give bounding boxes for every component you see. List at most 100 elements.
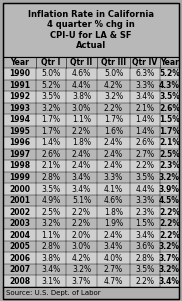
Text: 3.5%: 3.5%	[135, 265, 155, 274]
Text: 1998: 1998	[9, 161, 30, 170]
Text: 3.4%: 3.4%	[41, 265, 61, 274]
Bar	[3, 149, 179, 160]
Text: 2.2%: 2.2%	[72, 208, 91, 217]
Text: Year: Year	[10, 58, 29, 67]
Text: 2.4%: 2.4%	[104, 150, 123, 159]
Text: 1991: 1991	[9, 81, 30, 90]
Text: 4.9%: 4.9%	[41, 196, 61, 205]
Text: 1.4%: 1.4%	[135, 127, 155, 136]
Text: 4.4%: 4.4%	[135, 185, 155, 194]
Text: Inflation Rate in California
4 quarter % chg in
CPI-U for LA & SF
Actual: Inflation Rate in California 4 quarter %…	[28, 10, 154, 50]
Text: 2.2%: 2.2%	[136, 161, 155, 170]
Text: 3.6%: 3.6%	[135, 242, 155, 251]
Text: 2.1%: 2.1%	[159, 138, 180, 147]
Text: 2003: 2003	[9, 219, 30, 228]
Bar	[3, 79, 179, 91]
Text: 6.3%: 6.3%	[135, 69, 155, 78]
Text: 2.2%: 2.2%	[72, 219, 91, 228]
Text: 3.3%: 3.3%	[135, 196, 155, 205]
Text: 1993: 1993	[9, 104, 30, 113]
Text: 3.5%: 3.5%	[41, 92, 61, 101]
Text: 3.2%: 3.2%	[104, 92, 123, 101]
Text: 2.6%: 2.6%	[41, 150, 61, 159]
Text: 5.1%: 5.1%	[72, 196, 91, 205]
Bar	[3, 229, 179, 241]
Text: 3.5%: 3.5%	[135, 173, 155, 182]
Text: 3.4%: 3.4%	[135, 231, 155, 240]
Text: 2.4%: 2.4%	[104, 138, 123, 147]
Text: 2.2%: 2.2%	[136, 277, 155, 286]
Text: 4.2%: 4.2%	[72, 254, 91, 263]
Bar	[3, 264, 179, 275]
Text: Qtr II: Qtr II	[70, 58, 93, 67]
Text: 2008: 2008	[9, 277, 30, 286]
Bar	[3, 253, 179, 264]
Text: 1994: 1994	[9, 115, 30, 124]
Text: 1.7%: 1.7%	[41, 115, 61, 124]
Bar	[3, 275, 179, 287]
Text: 2000: 2000	[9, 185, 30, 194]
Text: 1.5%: 1.5%	[135, 219, 155, 228]
Text: Qtr III: Qtr III	[101, 58, 126, 67]
Text: 3.4%: 3.4%	[72, 185, 91, 194]
Bar	[3, 103, 179, 114]
Text: 1.9%: 1.9%	[104, 219, 123, 228]
Text: 2.2%: 2.2%	[104, 104, 123, 113]
Text: Qtr IV: Qtr IV	[132, 58, 158, 67]
Text: Source: U.S. Dept. of Labor: Source: U.S. Dept. of Labor	[6, 290, 101, 296]
Text: 1997: 1997	[9, 150, 30, 159]
Text: 3.7%: 3.7%	[72, 277, 91, 286]
Text: 3.3%: 3.3%	[135, 81, 155, 90]
Text: 3.2%: 3.2%	[159, 242, 180, 251]
Text: 2.0%: 2.0%	[72, 231, 91, 240]
Text: 5.0%: 5.0%	[104, 69, 123, 78]
Text: 4.2%: 4.2%	[104, 81, 123, 90]
Text: 2.2%: 2.2%	[72, 127, 91, 136]
Text: 1.1%: 1.1%	[72, 115, 91, 124]
Text: 4.1%: 4.1%	[104, 185, 123, 194]
Text: 2.1%: 2.1%	[41, 161, 60, 170]
Bar	[3, 172, 179, 183]
Text: 1.4%: 1.4%	[41, 138, 61, 147]
Text: 4.0%: 4.0%	[104, 254, 123, 263]
Text: 3.8%: 3.8%	[72, 92, 91, 101]
Text: 2.4%: 2.4%	[104, 161, 123, 170]
Text: 2.5%: 2.5%	[159, 150, 180, 159]
Text: 2004: 2004	[9, 231, 30, 240]
Text: 3.8%: 3.8%	[41, 254, 61, 263]
Bar	[3, 195, 179, 206]
Text: 1992: 1992	[9, 92, 30, 101]
Text: 2.6%: 2.6%	[135, 138, 155, 147]
Bar	[3, 68, 179, 79]
Text: 2.2%: 2.2%	[159, 208, 180, 217]
Bar	[3, 126, 179, 137]
Text: 1.5%: 1.5%	[159, 115, 180, 124]
Text: 1995: 1995	[9, 127, 30, 136]
Text: 2002: 2002	[9, 208, 30, 217]
Bar	[3, 287, 179, 299]
Text: 3.0%: 3.0%	[72, 104, 91, 113]
Text: 3.2%: 3.2%	[159, 173, 180, 182]
Text: 2.4%: 2.4%	[72, 161, 91, 170]
Text: 3.4%: 3.4%	[104, 242, 123, 251]
Bar	[3, 218, 179, 229]
Text: 1.6%: 1.6%	[104, 127, 123, 136]
Text: 2.4%: 2.4%	[104, 231, 123, 240]
Text: 3.2%: 3.2%	[41, 104, 61, 113]
Text: 3.2%: 3.2%	[41, 219, 61, 228]
Text: 4.6%: 4.6%	[72, 69, 91, 78]
Bar	[3, 241, 179, 253]
Text: 3.1%: 3.1%	[41, 277, 61, 286]
Text: 2.8%: 2.8%	[136, 254, 155, 263]
Text: 1999: 1999	[9, 173, 30, 182]
Text: 2.5%: 2.5%	[41, 208, 61, 217]
Text: 2.3%: 2.3%	[159, 161, 180, 170]
Text: 5.2%: 5.2%	[41, 81, 61, 90]
Text: 2.3%: 2.3%	[135, 208, 155, 217]
Text: 2006: 2006	[9, 254, 30, 263]
Text: 2.7%: 2.7%	[104, 265, 123, 274]
Text: Year: Year	[160, 58, 179, 67]
Text: 3.2%: 3.2%	[72, 265, 91, 274]
Bar	[3, 206, 179, 218]
Text: 1.7%: 1.7%	[159, 127, 180, 136]
